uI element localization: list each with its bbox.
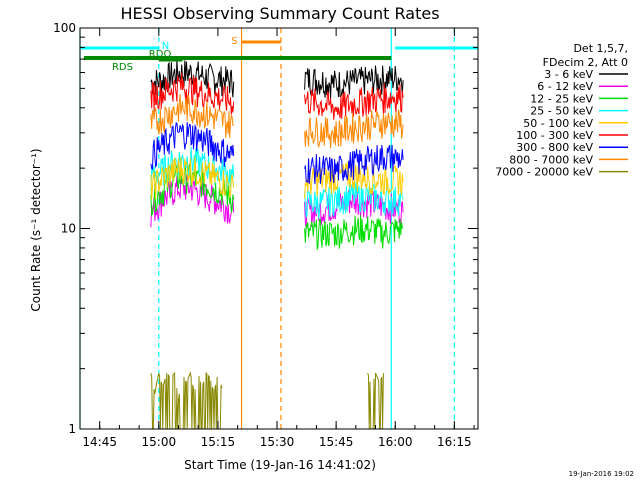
series-800-7000-kev-line bbox=[304, 109, 404, 149]
legend-label-100-300-kev: 100 - 300 keV bbox=[516, 129, 593, 142]
flag-rdo-label: RDO bbox=[149, 49, 172, 60]
chart-title: HESSI Observing Summary Count Rates bbox=[120, 4, 439, 23]
series-50-100-kev-line bbox=[150, 156, 235, 200]
x-tick-label: 15:30 bbox=[260, 435, 295, 449]
legend-header-line-2: FDecim 2, Att 0 bbox=[543, 56, 628, 69]
series-300-800-kev-line bbox=[304, 144, 404, 185]
y-tick-label: 10 bbox=[61, 222, 76, 236]
series-100-300-kev-line bbox=[150, 72, 235, 115]
y-tick-label: 1 bbox=[68, 422, 76, 436]
x-tick-label: 15:00 bbox=[142, 435, 177, 449]
flag-rds-label: RDS bbox=[112, 62, 133, 73]
legend-label-300-800-kev: 300 - 800 keV bbox=[516, 141, 593, 154]
axes: 14:45 15:00 15:15 15:30 15:45 16:00 16:15 1 10 10… bbox=[53, 21, 478, 449]
flag-s-label: S bbox=[231, 36, 237, 47]
series-3-6-kev-line bbox=[304, 65, 404, 99]
legend-label-7000-20000-kev: 7000 - 20000 keV bbox=[495, 166, 593, 179]
x-tick-label: 14:45 bbox=[82, 435, 117, 449]
series-12-25-kev-line bbox=[304, 215, 404, 250]
x-tick-label: 15:45 bbox=[319, 435, 354, 449]
legend-label-50-100-kev: 50 - 100 keV bbox=[523, 117, 593, 130]
legend-label-3-6-kev: 3 - 6 keV bbox=[544, 68, 593, 81]
x-tick-label: 15:15 bbox=[201, 435, 236, 449]
series-7000-20000-kev-line bbox=[367, 372, 384, 430]
legend-label-800-7000-kev: 800 - 7000 keV bbox=[509, 153, 593, 166]
legend-header-line-1: Det 1,5,7, bbox=[573, 42, 628, 55]
plot-data bbox=[150, 59, 404, 430]
x-axis-label: Start Time (19-Jan-16 14:41:02) bbox=[184, 458, 376, 472]
series-50-100-kev-line bbox=[304, 162, 404, 199]
y-tick-label: 100 bbox=[53, 21, 76, 35]
x-tick-label: 16:00 bbox=[378, 435, 413, 449]
x-tick-label: 16:15 bbox=[437, 435, 472, 449]
series-6-12-kev-line bbox=[150, 174, 235, 228]
legend-label-12-25-kev: 12 - 25 keV bbox=[530, 92, 593, 105]
series-100-300-kev-line bbox=[304, 83, 404, 120]
y-axis-label: Count Rate (s⁻¹ detector⁻¹) bbox=[29, 148, 43, 311]
series-800-7000-kev-line bbox=[150, 94, 235, 138]
series-25-50-kev-line bbox=[150, 147, 235, 191]
footer-timestamp: 19-Jan-2016 19:02 bbox=[569, 470, 634, 478]
series-3-6-kev-line bbox=[150, 59, 235, 98]
legend-label-6-12-kev: 6 - 12 keV bbox=[537, 80, 593, 93]
series-300-800-kev-line bbox=[150, 122, 235, 171]
flag-n-label: N bbox=[162, 41, 169, 52]
legend-label-25-50-kev: 25 - 50 keV bbox=[530, 105, 593, 118]
